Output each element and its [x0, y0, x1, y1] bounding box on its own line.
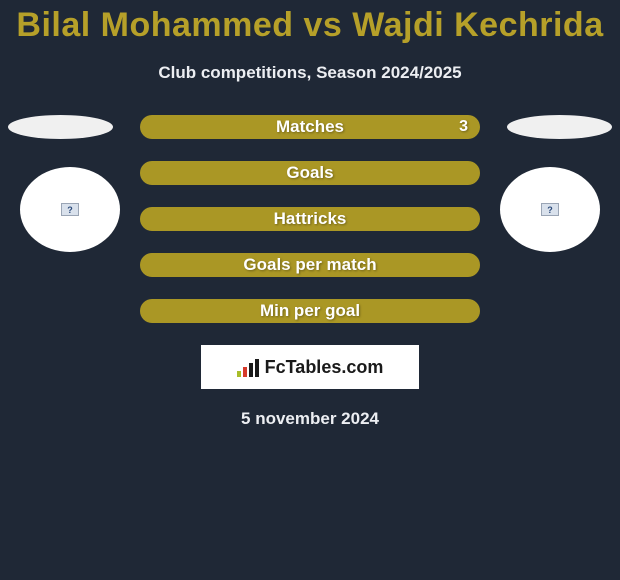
root: Bilal Mohammed vs Wajdi Kechrida Club co…	[0, 0, 620, 429]
stat-bar-label: Hattricks	[274, 209, 347, 229]
logo-box: FcTables.com	[201, 345, 419, 389]
stat-bar-label: Goals	[286, 163, 333, 183]
logo-bar-icon	[255, 359, 259, 377]
logo-bar-icon	[243, 367, 247, 377]
logo: FcTables.com	[237, 357, 384, 378]
flag-unknown-icon: ?	[547, 205, 553, 215]
flag-icon: ?	[61, 203, 79, 216]
stat-bar: Hattricks	[140, 207, 480, 231]
stat-bars: Matches 3 Goals Hattricks Goals per match Min…	[140, 115, 480, 323]
stat-bar: Goals per match	[140, 253, 480, 277]
player-ellipse-right	[507, 115, 612, 139]
stat-bar-label: Matches	[276, 117, 344, 137]
stat-bar: Goals	[140, 161, 480, 185]
player-avatar-right: ?	[500, 167, 600, 252]
stat-bar-label: Goals per match	[243, 255, 376, 275]
page-title: Bilal Mohammed vs Wajdi Kechrida	[0, 6, 620, 45]
logo-bars-icon	[237, 357, 261, 377]
flag-unknown-icon: ?	[67, 205, 73, 215]
stat-bar-value: 3	[459, 118, 468, 136]
logo-bar-icon	[237, 371, 241, 377]
content-area: ? ? Matches 3 Goals Hattricks Goals per matc…	[0, 115, 620, 429]
stat-bar: Matches 3	[140, 115, 480, 139]
stat-bar-label: Min per goal	[260, 301, 360, 321]
stat-bar: Min per goal	[140, 299, 480, 323]
player-avatar-left: ?	[20, 167, 120, 252]
flag-icon: ?	[541, 203, 559, 216]
logo-bar-icon	[249, 363, 253, 377]
logo-text: FcTables.com	[265, 357, 384, 378]
player-ellipse-left	[8, 115, 113, 139]
date-label: 5 november 2024	[0, 409, 620, 429]
subtitle: Club competitions, Season 2024/2025	[0, 63, 620, 83]
